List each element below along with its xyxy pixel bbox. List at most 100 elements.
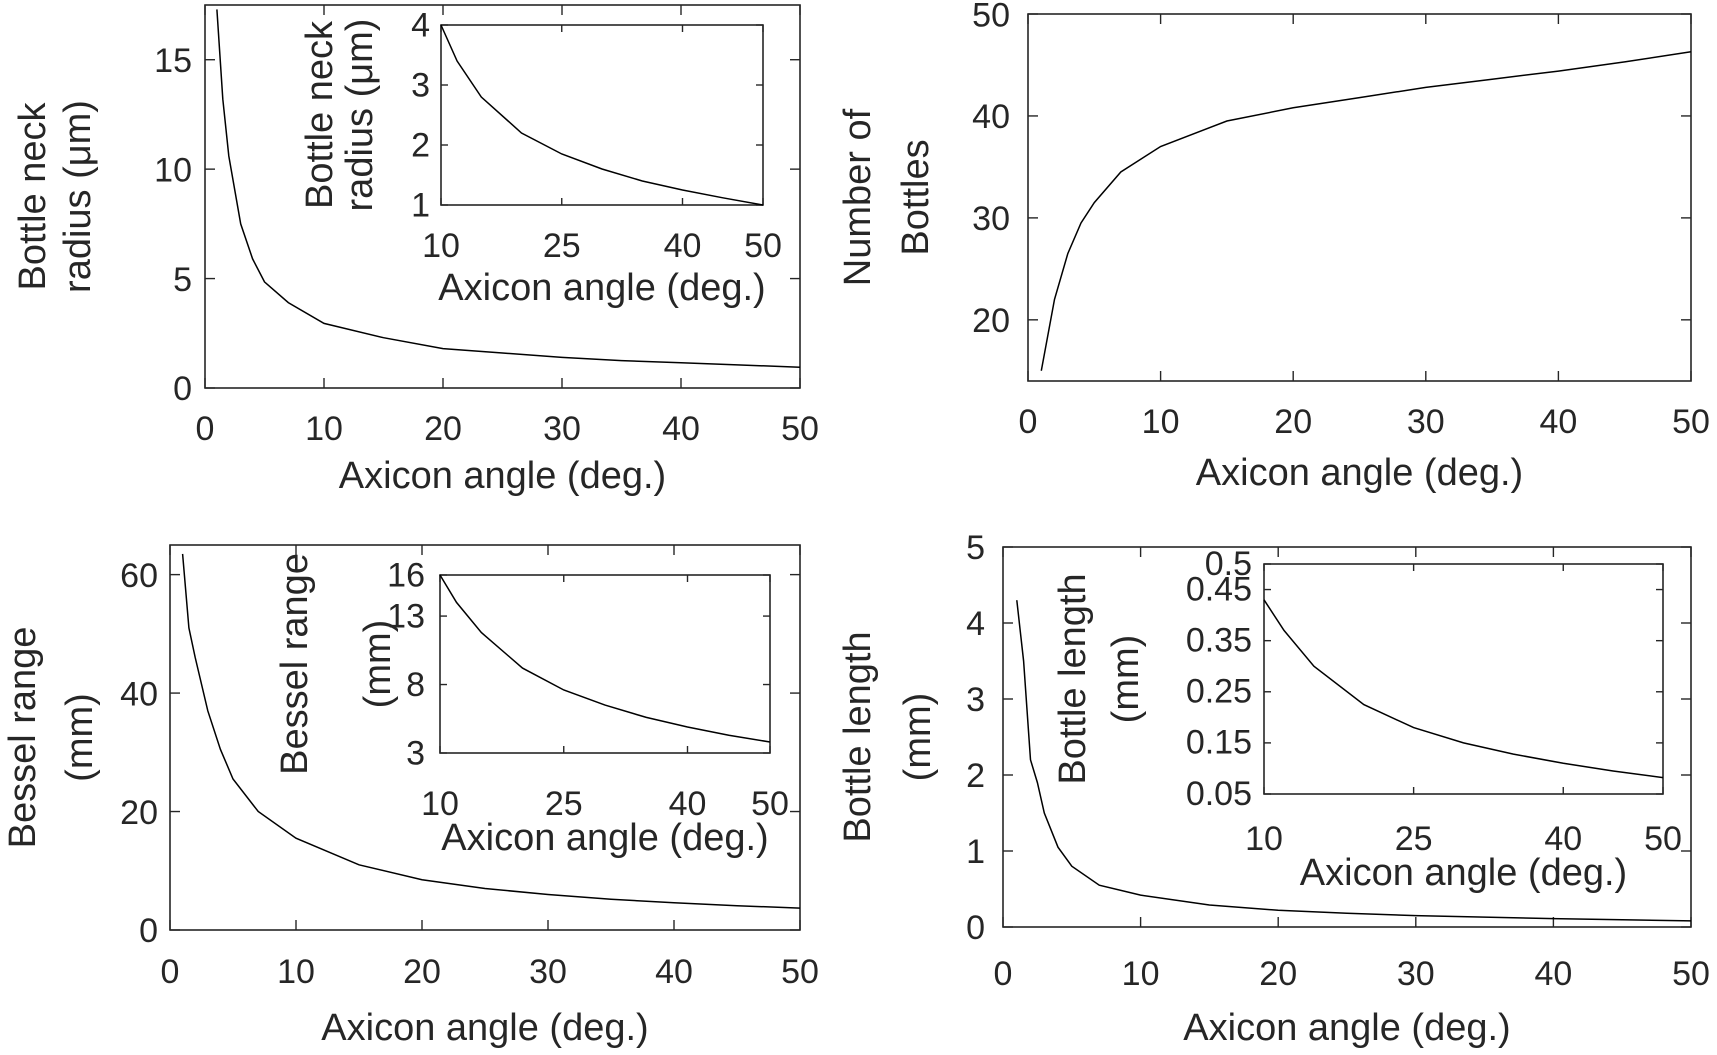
inset-background (440, 575, 770, 753)
x-tick-label: 30 (1407, 403, 1445, 441)
x-tick-label: 20 (1274, 403, 1312, 441)
panel-p3: 0 10 20 30 40 50 0 20 40 60 Axicon angle (deg.) Bes… (2, 544, 819, 1049)
x-tick-label: 10 (305, 410, 343, 448)
x-tick-label: 40 (662, 410, 700, 448)
panel-p1: 0 10 20 30 40 50 0 5 10 15 Axicon angle (deg.) Bott… (12, 4, 819, 497)
x-tick-label: 40 (664, 227, 702, 265)
panel-p4: 0 10 20 30 40 50 0 1 2 3 4 5 Axicon angle (deg.) Bott… (837, 529, 1710, 1049)
x-tick-label: 25 (1395, 820, 1433, 858)
x-tick-label: 20 (1259, 955, 1297, 993)
y-tick-label: 13 (387, 598, 425, 636)
x-tick-label: 40 (655, 953, 693, 991)
x-tick-label: 10 (1122, 955, 1160, 993)
x-tick-label: 40 (669, 785, 707, 823)
x-tick-label: 0 (196, 410, 215, 448)
axes-frame (440, 24, 764, 206)
x-axis-label: Axicon angle (deg.) (339, 455, 666, 497)
x-tick-label: 10 (277, 953, 315, 991)
y-tick-label: 15 (154, 42, 192, 80)
x-tick-label: 50 (781, 953, 819, 991)
x-tick-label: 25 (543, 227, 581, 265)
y-axis-label: (mm) (357, 620, 399, 709)
y-tick-label: 3 (406, 735, 425, 773)
y-tick-label: 5 (173, 261, 192, 299)
y-tick-label: 40 (972, 98, 1010, 136)
y-axis-label: Bottle neck (12, 102, 54, 291)
y-tick-label: 0 (173, 370, 192, 408)
y-tick-label: 4 (411, 7, 430, 45)
x-axis-label: Axicon angle (deg.) (1183, 1007, 1510, 1049)
x-axis-label: Axicon angle (deg.) (441, 817, 768, 859)
y-tick-label: 20 (972, 302, 1010, 340)
y-tick-label: 3 (966, 681, 985, 719)
y-axis-label: Bottle neck (299, 20, 341, 209)
x-tick-label: 40 (1534, 955, 1572, 993)
series-line (1040, 50, 1692, 371)
x-tick-label: 0 (1019, 403, 1038, 441)
y-axis-label: radius (μm) (57, 100, 99, 293)
x-tick-label: 50 (781, 410, 819, 448)
y-tick-label: 0.15 (1186, 724, 1252, 762)
axes-frame (204, 4, 801, 389)
y-axis-label: Number of (837, 108, 879, 286)
y-tick-label: 16 (387, 557, 425, 595)
x-tick-label: 25 (545, 785, 583, 823)
x-axis-label: Axicon angle (deg.) (321, 1007, 648, 1049)
y-axis-label: (mm) (897, 693, 939, 782)
series-line (181, 553, 801, 909)
x-tick-label: 50 (1644, 820, 1682, 858)
y-axis-label: Bottles (895, 139, 937, 255)
x-tick-label: 0 (161, 953, 180, 991)
series-line (440, 24, 764, 206)
y-tick-label: 0.05 (1186, 775, 1252, 813)
x-axis-label: Axicon angle (deg.) (1196, 452, 1523, 494)
panel-p1-inset: 10 25 40 50 1 2 3 4 Axicon angle (deg.) Bottle ne… (299, 7, 782, 309)
axes-frame (169, 544, 801, 931)
axes-frame (1027, 13, 1692, 382)
y-tick-label: 60 (120, 557, 158, 595)
y-tick-label: 40 (120, 675, 158, 713)
y-axis-label: (mm) (1105, 635, 1147, 724)
y-tick-label: 1 (966, 833, 985, 871)
x-tick-label: 10 (422, 227, 460, 265)
inset-background (1264, 564, 1663, 794)
y-tick-label: 0.35 (1186, 621, 1252, 659)
y-tick-label: 50 (972, 0, 1010, 34)
x-tick-label: 30 (1397, 955, 1435, 993)
y-tick-label: 0.45 (1186, 570, 1252, 608)
x-tick-label: 10 (421, 785, 459, 823)
x-tick-label: 50 (1672, 955, 1710, 993)
series-line (1016, 600, 1692, 922)
y-tick-label: 10 (154, 151, 192, 189)
y-tick-label: 1 (411, 187, 430, 225)
y-tick-label: 0 (966, 909, 985, 947)
x-tick-label: 20 (424, 410, 462, 448)
y-axis-label: Bessel range (274, 553, 316, 775)
y-tick-label: 2 (411, 127, 430, 165)
inset-background (441, 25, 763, 205)
y-axis-label: Bottle length (1052, 573, 1094, 784)
x-tick-label: 30 (543, 410, 581, 448)
x-tick-label: 50 (744, 227, 782, 265)
series-line (439, 574, 771, 743)
y-axis-label: Bessel range (2, 627, 44, 849)
x-tick-label: 10 (1245, 820, 1283, 858)
y-tick-label: 3 (411, 67, 430, 105)
axes-frame (1002, 546, 1692, 928)
x-tick-label: 40 (1544, 820, 1582, 858)
x-tick-label: 0 (994, 955, 1013, 993)
y-tick-label: 8 (406, 666, 425, 704)
x-axis-label: Axicon angle (deg.) (438, 267, 765, 309)
x-tick-label: 20 (403, 953, 441, 991)
y-tick-label: 30 (972, 200, 1010, 238)
x-tick-label: 50 (1672, 403, 1710, 441)
series-line (216, 9, 801, 368)
axes-frame (1263, 563, 1664, 795)
y-tick-label: 2 (966, 757, 985, 795)
x-tick-label: 30 (529, 953, 567, 991)
y-tick-label: 5 (966, 529, 985, 567)
panel-p2: 0 10 20 30 40 50 20 30 40 50 Axicon angle (deg.) Nu… (837, 0, 1710, 494)
x-axis-label: Axicon angle (deg.) (1300, 852, 1627, 894)
y-tick-label: 4 (966, 605, 985, 643)
y-tick-label: 20 (120, 794, 158, 832)
